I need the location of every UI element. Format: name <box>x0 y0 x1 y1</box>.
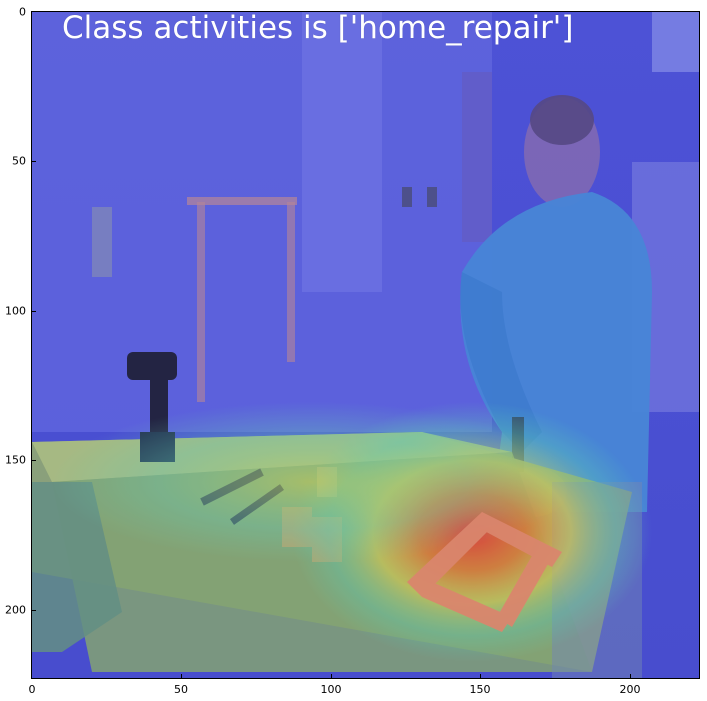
y-tick-label: 200 <box>5 603 26 617</box>
x-tick-mark <box>181 674 182 679</box>
x-tick-label: 150 <box>469 683 491 696</box>
x-tick-mark <box>331 674 332 679</box>
y-tick-mark <box>31 460 36 461</box>
activation-warm-region <box>52 402 572 562</box>
heatmap-image <box>32 12 699 678</box>
x-tick-label: 100 <box>320 683 342 696</box>
plot-title: Class activities is ['home_repair'] <box>62 10 574 46</box>
y-tick-label: 100 <box>5 304 26 318</box>
x-tick-mark <box>480 674 481 679</box>
y-tick-label: 0 <box>19 5 26 19</box>
y-tick-mark <box>31 610 36 611</box>
wall-outlet-icon <box>92 207 112 277</box>
y-tick-mark <box>31 161 36 162</box>
x-tick-label: 200 <box>619 683 641 696</box>
wooden-frame-icon <box>407 512 562 632</box>
y-tick-mark <box>31 311 36 312</box>
x-tick-label: 0 <box>28 683 36 696</box>
image-axes <box>31 11 700 679</box>
wooden-frame-back <box>187 197 297 205</box>
x-tick-mark <box>630 674 631 679</box>
door <box>302 12 382 292</box>
window-icon <box>652 12 699 72</box>
x-tick-label: 50 <box>174 683 188 696</box>
y-tick-label: 50 <box>12 154 26 168</box>
y-tick-label: 150 <box>5 453 26 467</box>
